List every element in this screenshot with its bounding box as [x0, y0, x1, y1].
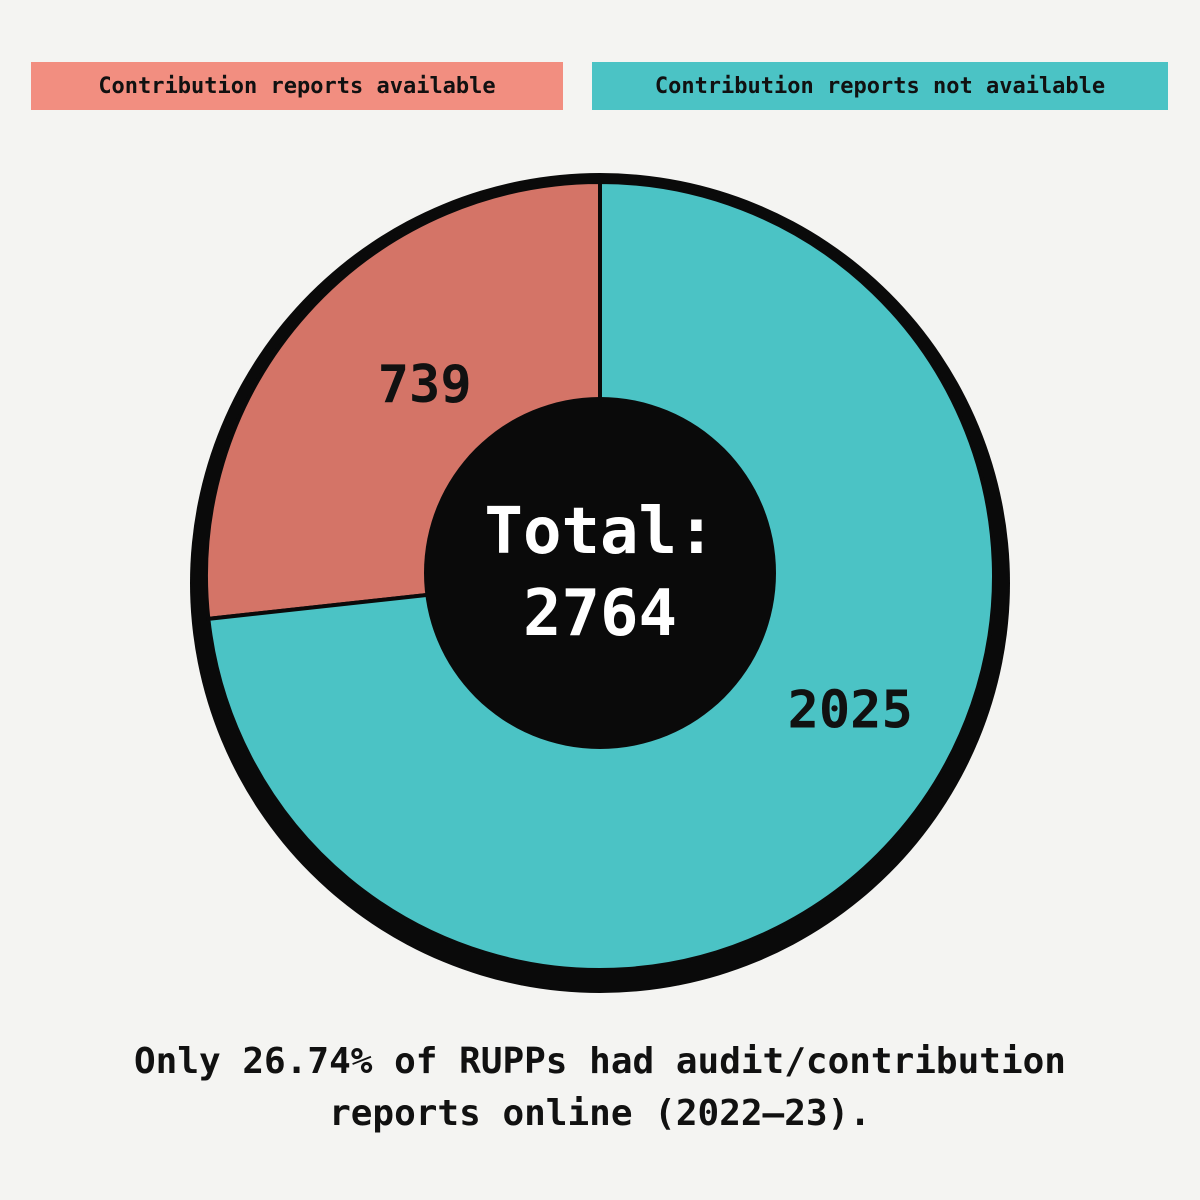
slice-labels: 739 2025: [378, 355, 913, 741]
chart-caption: Only 26.74% of RUPPs had audit/contribut…: [0, 1036, 1200, 1140]
slice-label-not-available: 2025: [788, 681, 913, 741]
legend-item-available: Contribution reports available: [31, 62, 563, 110]
caption-line-2: reports online (2022–23).: [329, 1093, 871, 1134]
slice-label-available: 739: [378, 355, 472, 415]
donut-chart: 739 2025 Total: 2764: [190, 173, 1010, 993]
total-value: 2764: [523, 577, 677, 651]
legend-item-not-available: Contribution reports not available: [592, 62, 1168, 110]
donut-center-hole: [424, 397, 776, 749]
caption-line-1: Only 26.74% of RUPPs had audit/contribut…: [134, 1041, 1066, 1082]
total-label: Total:: [484, 495, 715, 569]
